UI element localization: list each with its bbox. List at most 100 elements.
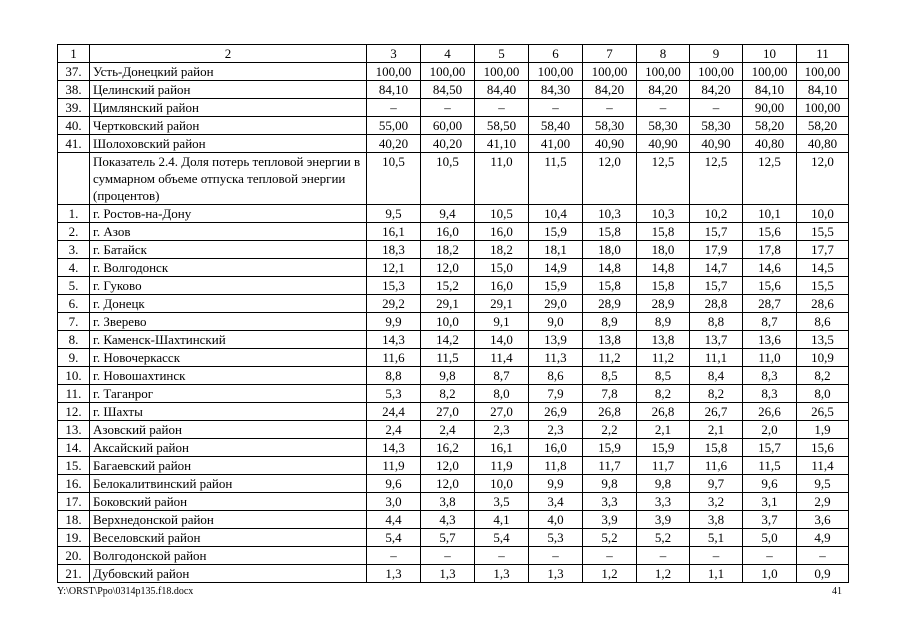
value-cell: 1,3 xyxy=(366,564,421,583)
value-cell: 15,6 xyxy=(742,222,797,241)
row-name-cell: Усть-Донецкий район xyxy=(89,62,367,81)
value-cell: 3,8 xyxy=(689,510,743,529)
value-cell: 100,00 xyxy=(796,62,849,81)
row-number-cell: 19. xyxy=(57,528,90,547)
value-cell: 14,2 xyxy=(420,330,475,349)
value-cell: 2,4 xyxy=(366,420,421,439)
value-cell: 4,0 xyxy=(528,510,583,529)
value-cell: 18,2 xyxy=(474,240,529,259)
value-cell: 11,4 xyxy=(474,348,529,367)
row-number-cell: 2. xyxy=(57,222,90,241)
value-cell: 5,4 xyxy=(366,528,421,547)
value-cell: 58,50 xyxy=(474,116,529,135)
value-cell: 84,10 xyxy=(742,80,797,99)
row-number-cell: 21. xyxy=(57,564,90,583)
value-cell: 1,3 xyxy=(420,564,475,583)
value-cell: 100,00 xyxy=(742,62,797,81)
value-cell: 28,9 xyxy=(636,294,690,313)
value-cell: 84,10 xyxy=(796,80,849,99)
value-cell: 3,7 xyxy=(742,510,797,529)
row-name-cell: Веселовский район xyxy=(89,528,367,547)
value-cell: 1,0 xyxy=(742,564,797,583)
value-cell: 90,00 xyxy=(742,98,797,117)
value-cell: – xyxy=(474,98,529,117)
value-cell: 8,7 xyxy=(742,312,797,331)
value-cell: 11,7 xyxy=(636,456,690,475)
table-row: 8. г. Каменск-Шахтинский 14,3 14,2 14,0 13,9 1… xyxy=(57,330,849,349)
value-cell: 16,0 xyxy=(474,276,529,295)
value-cell: – xyxy=(366,546,421,565)
value-cell: – xyxy=(796,546,849,565)
value-cell: 2,0 xyxy=(742,420,797,439)
value-cell: 2,4 xyxy=(420,420,475,439)
table-row: 3. г. Батайск 18,3 18,2 18,2 18,1 18,0 18,0 17,9… xyxy=(57,240,849,259)
value-cell: 15,8 xyxy=(689,438,743,457)
table-row: 15. Багаевский район 11,9 12,0 11,9 11,8 11,7 1… xyxy=(57,456,849,475)
value-cell: 8,9 xyxy=(636,312,690,331)
table-row: 40. Чертковский район 55,00 60,00 58,50 58,40… xyxy=(57,116,849,135)
row-number-cell: 4. xyxy=(57,258,90,277)
table-row: 5. г. Гуково 15,3 15,2 16,0 15,9 15,8 15,8 15,7 1… xyxy=(57,276,849,295)
value-cell: 11,3 xyxy=(528,348,583,367)
row-number-cell: 12. xyxy=(57,402,90,421)
row-name-cell: г. Батайск xyxy=(89,240,367,259)
value-cell: 3,5 xyxy=(474,492,529,511)
value-cell: 3,0 xyxy=(366,492,421,511)
value-cell: 100,00 xyxy=(474,62,529,81)
value-cell: 40,80 xyxy=(796,134,849,153)
value-cell: 16,2 xyxy=(420,438,475,457)
column-header: 3 xyxy=(366,44,421,63)
value-cell: 15,3 xyxy=(366,276,421,295)
value-cell: 16,1 xyxy=(366,222,421,241)
value-cell: – xyxy=(636,98,690,117)
value-cell: 41,00 xyxy=(528,134,583,153)
value-cell: 9,9 xyxy=(366,312,421,331)
page-footer: Y:\ORST\Ppo\0314p135.f18.docx 41 xyxy=(57,586,848,598)
table-row: 11. г. Таганрог 5,3 8,2 8,0 7,9 7,8 8,2 8,2 8,3 8,… xyxy=(57,384,849,403)
value-cell: 11,7 xyxy=(582,456,637,475)
value-cell: 26,9 xyxy=(528,402,583,421)
column-header: 11 xyxy=(796,44,849,63)
value-cell: – xyxy=(636,546,690,565)
value-cell: 100,00 xyxy=(582,62,637,81)
table-row: 7. г. Зверево 9,9 10,0 9,1 9,0 8,9 8,9 8,8 8,7 8,6 xyxy=(57,312,849,331)
column-header: 4 xyxy=(420,44,475,63)
value-cell: 2,3 xyxy=(474,420,529,439)
value-cell: 8,9 xyxy=(582,312,637,331)
table-row: 17. Боковский район 3,0 3,8 3,5 3,4 3,3 3,3 3,2 3… xyxy=(57,492,849,511)
value-cell: 40,90 xyxy=(582,134,637,153)
value-cell: 15,7 xyxy=(689,276,743,295)
value-cell: 28,8 xyxy=(689,294,743,313)
value-cell: 60,00 xyxy=(420,116,475,135)
value-cell: 5,3 xyxy=(528,528,583,547)
value-cell: 9,8 xyxy=(420,366,475,385)
row-number-cell: 38. xyxy=(57,80,90,99)
row-name-cell: Цимлянский район xyxy=(89,98,367,117)
value-cell: 10,5 xyxy=(366,152,421,205)
value-cell: 58,30 xyxy=(582,116,637,135)
value-cell: 10,5 xyxy=(474,204,529,223)
value-cell: 58,30 xyxy=(636,116,690,135)
value-cell: 14,5 xyxy=(796,258,849,277)
value-cell: 3,2 xyxy=(689,492,743,511)
row-number-cell: 18. xyxy=(57,510,90,529)
value-cell: 8,3 xyxy=(742,366,797,385)
row-name-cell: г. Волгодонск xyxy=(89,258,367,277)
value-cell: 100,00 xyxy=(366,62,421,81)
value-cell: 100,00 xyxy=(420,62,475,81)
value-cell: 13,8 xyxy=(636,330,690,349)
value-cell: 5,2 xyxy=(636,528,690,547)
value-cell: 8,8 xyxy=(366,366,421,385)
value-cell: 84,20 xyxy=(636,80,690,99)
column-header: 8 xyxy=(636,44,690,63)
table-row: 37. Усть-Донецкий район 100,00 100,00 100,00… xyxy=(57,62,849,81)
value-cell: 41,10 xyxy=(474,134,529,153)
table-row: 1. г. Ростов-на-Дону 9,5 9,4 10,5 10,4 10,3 10,… xyxy=(57,204,849,223)
value-cell: 1,3 xyxy=(474,564,529,583)
value-cell: 13,7 xyxy=(689,330,743,349)
footer-page-number: 41 xyxy=(832,586,842,597)
value-cell: 12,0 xyxy=(420,258,475,277)
value-cell: 40,20 xyxy=(420,134,475,153)
value-cell: 100,00 xyxy=(689,62,743,81)
